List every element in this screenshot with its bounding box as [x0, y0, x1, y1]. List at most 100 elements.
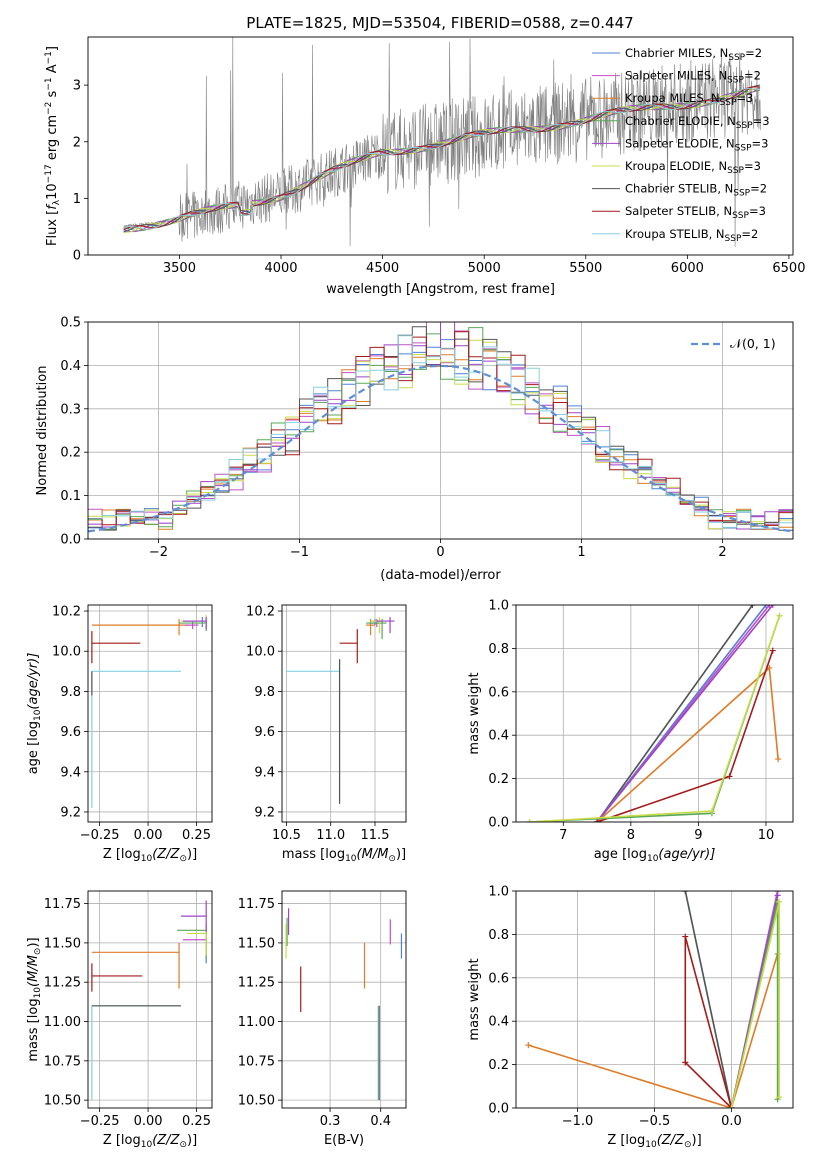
x-tick-label: −0.25 — [80, 828, 120, 843]
y-tick-label: 0.2 — [488, 1058, 509, 1073]
y-tick-label: 11.75 — [44, 897, 81, 912]
x-axis-label: Z [log10(Z/Z⊙)] — [607, 1133, 701, 1150]
label-part: −1 — [44, 77, 54, 90]
legend-label-chab_stelib: Chabrier STELIB, NSSP=2 — [625, 182, 767, 199]
axes-mass_vs_Z: −0.25 0.00 0.25 10.50 10.75 11.00 11.25 11.50 11… — [26, 890, 213, 1150]
legend-label-krou_miles: Kroupa MILES, NSSP=3 — [625, 91, 753, 108]
label-part: SSP — [728, 53, 745, 63]
plot-area-spectrum — [123, 37, 761, 248]
y-tick-label: 9.8 — [60, 685, 81, 700]
label-part: age [log — [594, 847, 647, 862]
y-tick-label: 0.4 — [488, 1015, 509, 1030]
errorbar-point-salp_elodie — [182, 617, 207, 630]
x-tick-label: 3500 — [163, 261, 196, 276]
label-part: (age/yr)] — [26, 653, 41, 710]
weight-marker-salp_miles — [766, 605, 773, 608]
x-tick-label: 6500 — [772, 261, 805, 276]
plot-area-mass_vs_ebv — [282, 891, 406, 1108]
y-tick-label: 11.25 — [238, 976, 275, 991]
axes-spectrum: 3500 4000 4500 5000 5500 6000 6500 0 1 2 3 waveleng… — [44, 36, 805, 297]
label-part: SSP — [735, 143, 752, 153]
legend-label-salp_elodie: Salpeter ELODIE, NSSP=3 — [625, 136, 768, 153]
y-tick-label: 3 — [73, 79, 81, 94]
y-axis-label: mass weight — [467, 958, 482, 1040]
label-part: Z [log — [607, 1133, 645, 1148]
axes-frame — [87, 321, 794, 540]
errorbar-point-salp_stelib — [91, 631, 141, 664]
label-part: =3 — [749, 204, 766, 218]
x-axis-label: mass [log10(M/M⊙)] — [282, 847, 406, 864]
axes-frame — [87, 604, 213, 823]
errorbar-point-salp_miles — [182, 931, 207, 948]
label-part: 10 — [645, 1140, 657, 1150]
histogram-salp_elodie — [88, 322, 793, 530]
model-line-salp_stelib — [123, 86, 760, 231]
weight-line-salp_stelib — [684, 936, 733, 1108]
axes-frame — [87, 890, 213, 1109]
weight-marker-krou_elodie — [776, 898, 783, 905]
y-tick-label: 0.8 — [488, 928, 509, 943]
x-tick-label: 4000 — [264, 261, 297, 276]
normal-curve — [88, 364, 793, 533]
y-tick-label: 10.50 — [44, 1094, 81, 1109]
y-tick-label: 11.25 — [44, 976, 81, 991]
weight-marker-salp_stelib — [682, 933, 689, 940]
x-axis-label: Z [log10(Z/Z⊙)] — [103, 1133, 197, 1150]
y-tick-label: 0.6 — [488, 971, 509, 986]
legend-label-chab_miles: Chabrier MILES, NSSP=2 — [625, 46, 762, 63]
y-axis-label: age [log10(age/yr)] — [26, 653, 43, 775]
label-part: SSP — [725, 234, 742, 244]
weight-marker-krou_miles — [775, 756, 782, 763]
x-tick-label: 0 — [436, 545, 444, 560]
label-part: −2 — [44, 102, 54, 115]
label-part: 10 — [33, 987, 43, 999]
histogram-krou_elodie — [88, 339, 793, 530]
weight-marker-salp_stelib — [594, 819, 601, 822]
label-part: (M/M — [26, 955, 41, 987]
x-tick-label: 8 — [627, 828, 635, 843]
weight-marker-salp_stelib — [769, 647, 776, 654]
x-axis-label: (data-model)/error — [380, 568, 501, 583]
x-tick-label: 5500 — [569, 261, 602, 276]
y-tick-label: 0.1 — [60, 489, 81, 504]
y-axis-label: Normed distribution — [35, 366, 50, 496]
label-part: f — [45, 203, 60, 210]
label-part: (M/M — [357, 847, 389, 862]
model-line-krou_elodie — [123, 85, 761, 233]
errorbar-point-krou_miles — [91, 942, 180, 989]
weight-line-krou_elodie — [730, 901, 781, 1108]
weight-line-krou_miles — [528, 953, 779, 1108]
plot-area-age_vs_Z — [88, 605, 212, 822]
weight-marker-salp_stelib — [682, 1059, 689, 1066]
y-tick-label: 0.4 — [60, 359, 81, 374]
x-tick-label: 0.00 — [134, 1114, 163, 1129]
plot-area-residuals — [88, 322, 793, 539]
label-part: )] — [26, 937, 41, 947]
axes-residuals: −2 −1 0 1 2 0.0 0.1 0.2 0.3 0.4 0.5 𝒩(0, 1) (data-mo… — [35, 316, 794, 583]
legend-label-krou_stelib: Kroupa STELIB, NSSP=2 — [625, 227, 758, 244]
y-tick-label: 9.6 — [60, 725, 81, 740]
label-part: ⊙ — [179, 1140, 187, 1150]
x-tick-label: 1 — [577, 545, 585, 560]
y-tick-label: 0.0 — [488, 1102, 509, 1117]
label-part: ⊙ — [33, 948, 43, 956]
errorbar-point-salp_miles — [184, 621, 199, 630]
label-part: )] — [692, 1133, 702, 1148]
x-tick-label: 0.00 — [134, 828, 163, 843]
label-part: =2 — [745, 46, 762, 60]
y-tick-label: 0.3 — [60, 402, 81, 417]
label-part: =2 — [741, 227, 758, 241]
x-tick-label: 5000 — [468, 261, 501, 276]
errorbar-point-chab_elodie — [177, 924, 207, 959]
label-part: A — [45, 64, 60, 77]
y-tick-label: 0.4 — [488, 729, 509, 744]
weight-line-chab_stelib — [684, 891, 733, 1108]
label-part: SSP — [727, 166, 744, 176]
x-axis-label: age [log10(age/yr)] — [594, 847, 716, 864]
x-tick-label: −0.25 — [80, 1114, 120, 1129]
y-tick-label: 0.0 — [488, 816, 509, 831]
label-part: 10 — [345, 854, 357, 864]
y-tick-label: 10.75 — [44, 1054, 81, 1069]
